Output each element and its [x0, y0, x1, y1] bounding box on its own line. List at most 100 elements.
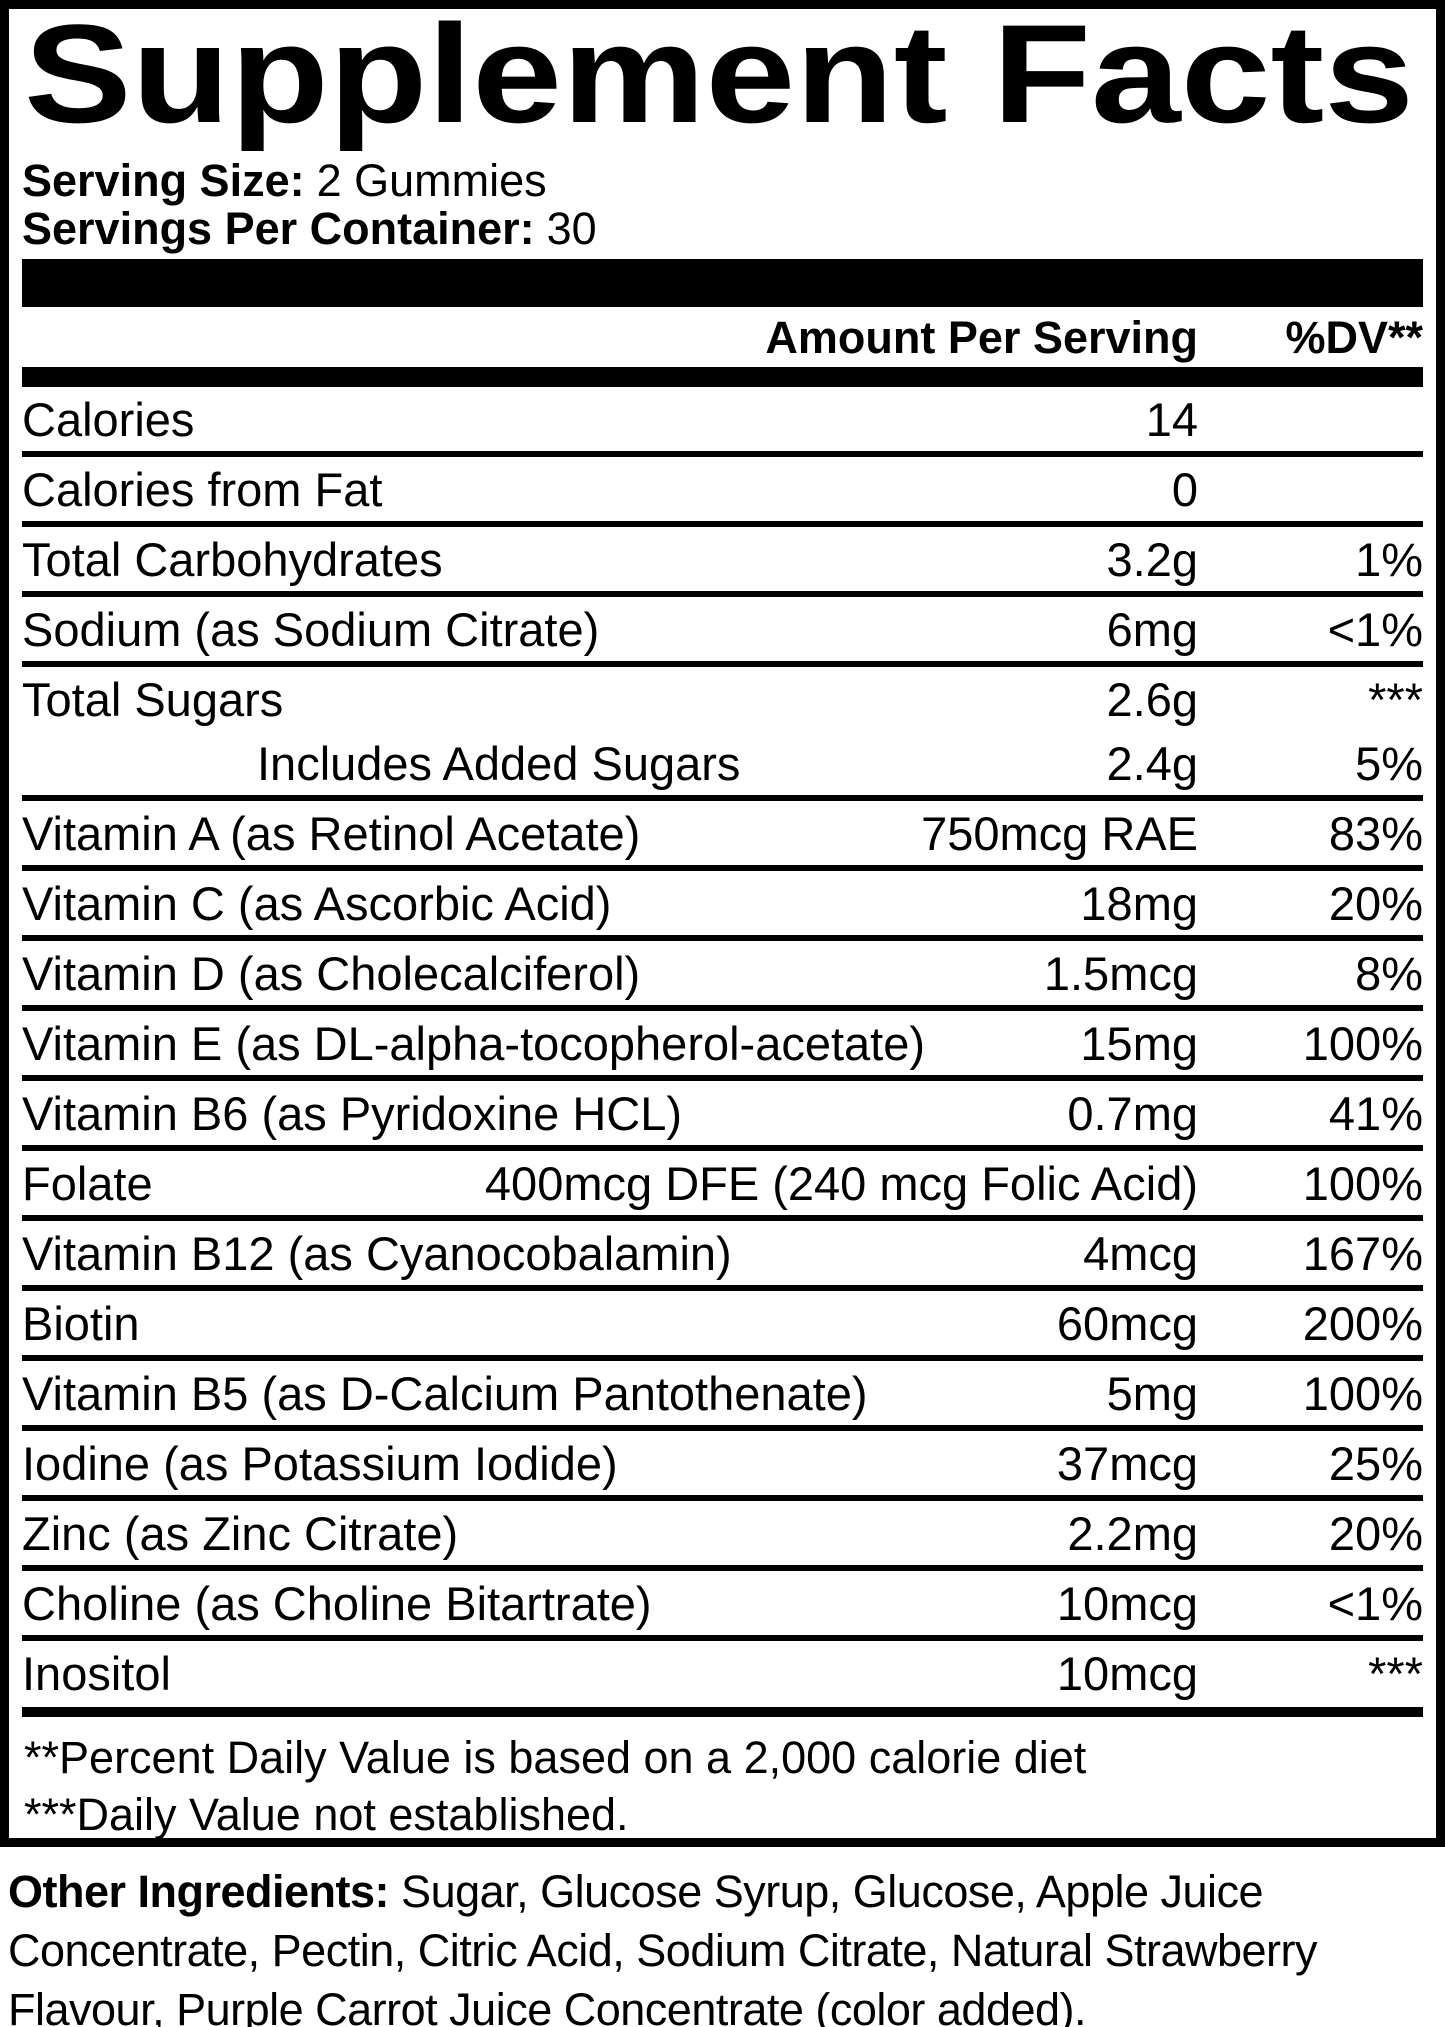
table-row-vitamin-a: Vitamin A (as Retinol Acetate) 750mcg RA… — [22, 801, 1423, 871]
nutrient-amount: 2.2mg — [1067, 1507, 1198, 1560]
nutrient-name: Inositol — [22, 1647, 171, 1700]
nutrient-amount: 4mcg — [1083, 1227, 1198, 1280]
nutrient-amount: 37mcg — [1056, 1437, 1198, 1490]
separator-bar-top — [22, 259, 1423, 307]
other-ingredients-line-1: Other Ingredients: Sugar, Glucose Syrup,… — [8, 1862, 1445, 1921]
nutrient-amount: 1.5mcg — [1043, 947, 1198, 1000]
nutrient-dv: 25% — [1328, 1437, 1423, 1490]
table-row-biotin: Biotin 60mcg 200% — [22, 1291, 1423, 1361]
nutrient-amount: 400mcg DFE (240 mcg Folic Acid) — [484, 1157, 1198, 1210]
nutrient-dv: *** — [1368, 1647, 1423, 1700]
serving-info: Serving Size: 2 Gummies Servings Per Cont… — [22, 157, 1423, 253]
serving-size-value: 2 Gummies — [316, 155, 547, 206]
nutrient-name: Zinc (as Zinc Citrate) — [22, 1507, 459, 1560]
separator-bar-header — [22, 367, 1423, 387]
serving-size-line: Serving Size: 2 Gummies — [22, 157, 1423, 205]
footnotes: **Percent Daily Value is based on a 2,00… — [22, 1717, 1423, 1840]
nutrient-amount: 10mcg — [1056, 1577, 1198, 1630]
other-ingredients-line-2: Concentrate, Pectin, Citric Acid, Sodium… — [8, 1925, 1318, 1976]
serving-size-label: Serving Size: — [22, 155, 305, 206]
table-row-vitamin-d: Vitamin D (as Cholecalciferol) 1.5mcg 8% — [22, 941, 1423, 1011]
nutrient-name: Vitamin A (as Retinol Acetate) — [22, 807, 641, 860]
table-row-inositol: Inositol 10mcg *** — [22, 1641, 1423, 1705]
table-row-folate: Folate 400mcg DFE (240 mcg Folic Acid) 1… — [22, 1151, 1423, 1221]
table-row-vitamin-b12: Vitamin B12 (as Cyanocobalamin) 4mcg 167… — [22, 1221, 1423, 1291]
table-row-vitamin-b5: Vitamin B5 (as D-Calcium Pantothenate) 5… — [22, 1361, 1423, 1431]
table-row-zinc: Zinc (as Zinc Citrate) 2.2mg 20% — [22, 1501, 1423, 1571]
table-row-calories-from-fat: Calories from Fat 0 — [22, 457, 1423, 527]
other-ingredients: Other Ingredients: Sugar, Glucose Syrup,… — [0, 1862, 1445, 2027]
table-row-total-carbohydrates: Total Carbohydrates 3.2g 1% — [22, 527, 1423, 597]
nutrient-name: Sodium (as Sodium Citrate) — [22, 603, 600, 656]
nutrient-amount: 18mg — [1080, 877, 1198, 930]
nutrient-amount: 6mg — [1106, 603, 1198, 656]
servings-per-container-label: Servings Per Container: — [22, 203, 535, 254]
nutrient-name: Iodine (as Potassium Iodide) — [22, 1437, 618, 1490]
nutrient-dv: 100% — [1302, 1367, 1423, 1420]
nutrient-name: Includes Added Sugars — [257, 737, 741, 790]
servings-per-container-line: Servings Per Container: 30 — [22, 205, 1423, 253]
nutrient-name: Folate — [22, 1157, 153, 1210]
table-header-row: Amount Per Serving %DV** — [22, 307, 1423, 367]
nutrient-amount: 2.6g — [1106, 673, 1198, 726]
nutrient-dv: 200% — [1302, 1297, 1423, 1350]
supplement-facts-panel: Supplement Facts Serving Size: 2 Gummies … — [0, 0, 1445, 1847]
nutrient-dv: 100% — [1302, 1157, 1423, 1210]
nutrient-amount: 0 — [1171, 463, 1198, 516]
nutrient-name: Vitamin B5 (as D-Calcium Pantothenate) — [22, 1367, 868, 1420]
table-row-iodine: Iodine (as Potassium Iodide) 37mcg 25% — [22, 1431, 1423, 1501]
nutrient-name: Total Carbohydrates — [22, 533, 443, 586]
nutrient-name: Vitamin D (as Cholecalciferol) — [22, 947, 641, 1000]
amount-per-serving-header: Amount Per Serving — [765, 312, 1198, 363]
nutrient-amount: 2.4g — [1106, 737, 1198, 790]
nutrient-dv: 20% — [1328, 877, 1423, 930]
nutrient-name: Vitamin C (as Ascorbic Acid) — [22, 877, 612, 930]
nutrient-name: Total Sugars — [22, 673, 284, 726]
table-row-sodium: Sodium (as Sodium Citrate) 6mg <1% — [22, 597, 1423, 667]
nutrient-dv: *** — [1368, 673, 1423, 726]
nutrient-name: Biotin — [22, 1297, 140, 1350]
table-row-total-sugars: Total Sugars 2.6g *** — [22, 667, 1423, 731]
nutrient-name: Vitamin E (as DL-alpha-tocopherol-acetat… — [22, 1017, 926, 1070]
nutrient-amount: 750mcg RAE — [921, 807, 1198, 860]
nutrient-name: Choline (as Choline Bitartrate) — [22, 1577, 652, 1630]
nutrient-amount: 15mg — [1080, 1017, 1198, 1070]
table-row-choline: Choline (as Choline Bitartrate) 10mcg <1… — [22, 1571, 1423, 1641]
footnote-dv-basis: **Percent Daily Value is based on a 2,00… — [24, 1732, 1087, 1783]
page-title: Supplement Facts — [24, 15, 1414, 152]
nutrient-amount: 5mg — [1106, 1367, 1198, 1420]
nutrient-name: Calories from Fat — [22, 463, 383, 516]
nutrient-amount: 3.2g — [1106, 533, 1198, 586]
nutrient-dv: 20% — [1328, 1507, 1423, 1560]
table-row-vitamin-c: Vitamin C (as Ascorbic Acid) 18mg 20% — [22, 871, 1423, 941]
nutrient-dv: 100% — [1302, 1017, 1423, 1070]
nutrient-amount: 60mcg — [1056, 1297, 1198, 1350]
nutrient-dv: <1% — [1327, 603, 1423, 656]
nutrient-dv: <1% — [1327, 1577, 1423, 1630]
nutrient-table: Calories 14 Calories from Fat 0 Total Ca… — [22, 387, 1423, 1705]
other-ingredients-line1-text: Sugar, Glucose Syrup, Glucose, Apple Jui… — [389, 1866, 1264, 1917]
nutrient-name: Vitamin B6 (as Pyridoxine HCL) — [22, 1087, 682, 1140]
nutrient-dv: 41% — [1328, 1087, 1423, 1140]
servings-per-container-value: 30 — [546, 203, 597, 254]
nutrient-amount: 0.7mg — [1067, 1087, 1198, 1140]
nutrient-name: Vitamin B12 (as Cyanocobalamin) — [22, 1227, 732, 1280]
nutrient-dv: 1% — [1355, 533, 1423, 586]
nutrient-dv: 8% — [1355, 947, 1423, 1000]
nutrient-dv: 5% — [1355, 737, 1423, 790]
nutrient-dv: 83% — [1328, 807, 1423, 860]
dv-header: %DV** — [1285, 312, 1423, 363]
nutrient-amount: 10mcg — [1056, 1647, 1198, 1700]
table-row-vitamin-b6: Vitamin B6 (as Pyridoxine HCL) 0.7mg 41% — [22, 1081, 1423, 1151]
nutrient-dv: 167% — [1302, 1227, 1423, 1280]
other-ingredients-label: Other Ingredients: — [8, 1866, 390, 1917]
other-ingredients-line-3: Flavour, Purple Carrot Juice Concentrate… — [8, 1984, 1087, 2027]
table-row-calories: Calories 14 — [22, 387, 1423, 457]
nutrient-name: Calories — [22, 393, 195, 446]
separator-bar-footnote — [22, 1707, 1423, 1717]
footnote-dv-not-established: ***Daily Value not established. — [24, 1789, 629, 1840]
table-row-vitamin-e: Vitamin E (as DL-alpha-tocopherol-acetat… — [22, 1011, 1423, 1081]
title-banner: Supplement Facts — [24, 15, 1414, 152]
table-row-added-sugars: Includes Added Sugars 2.4g 5% — [22, 731, 1423, 801]
nutrient-amount: 14 — [1145, 393, 1198, 446]
